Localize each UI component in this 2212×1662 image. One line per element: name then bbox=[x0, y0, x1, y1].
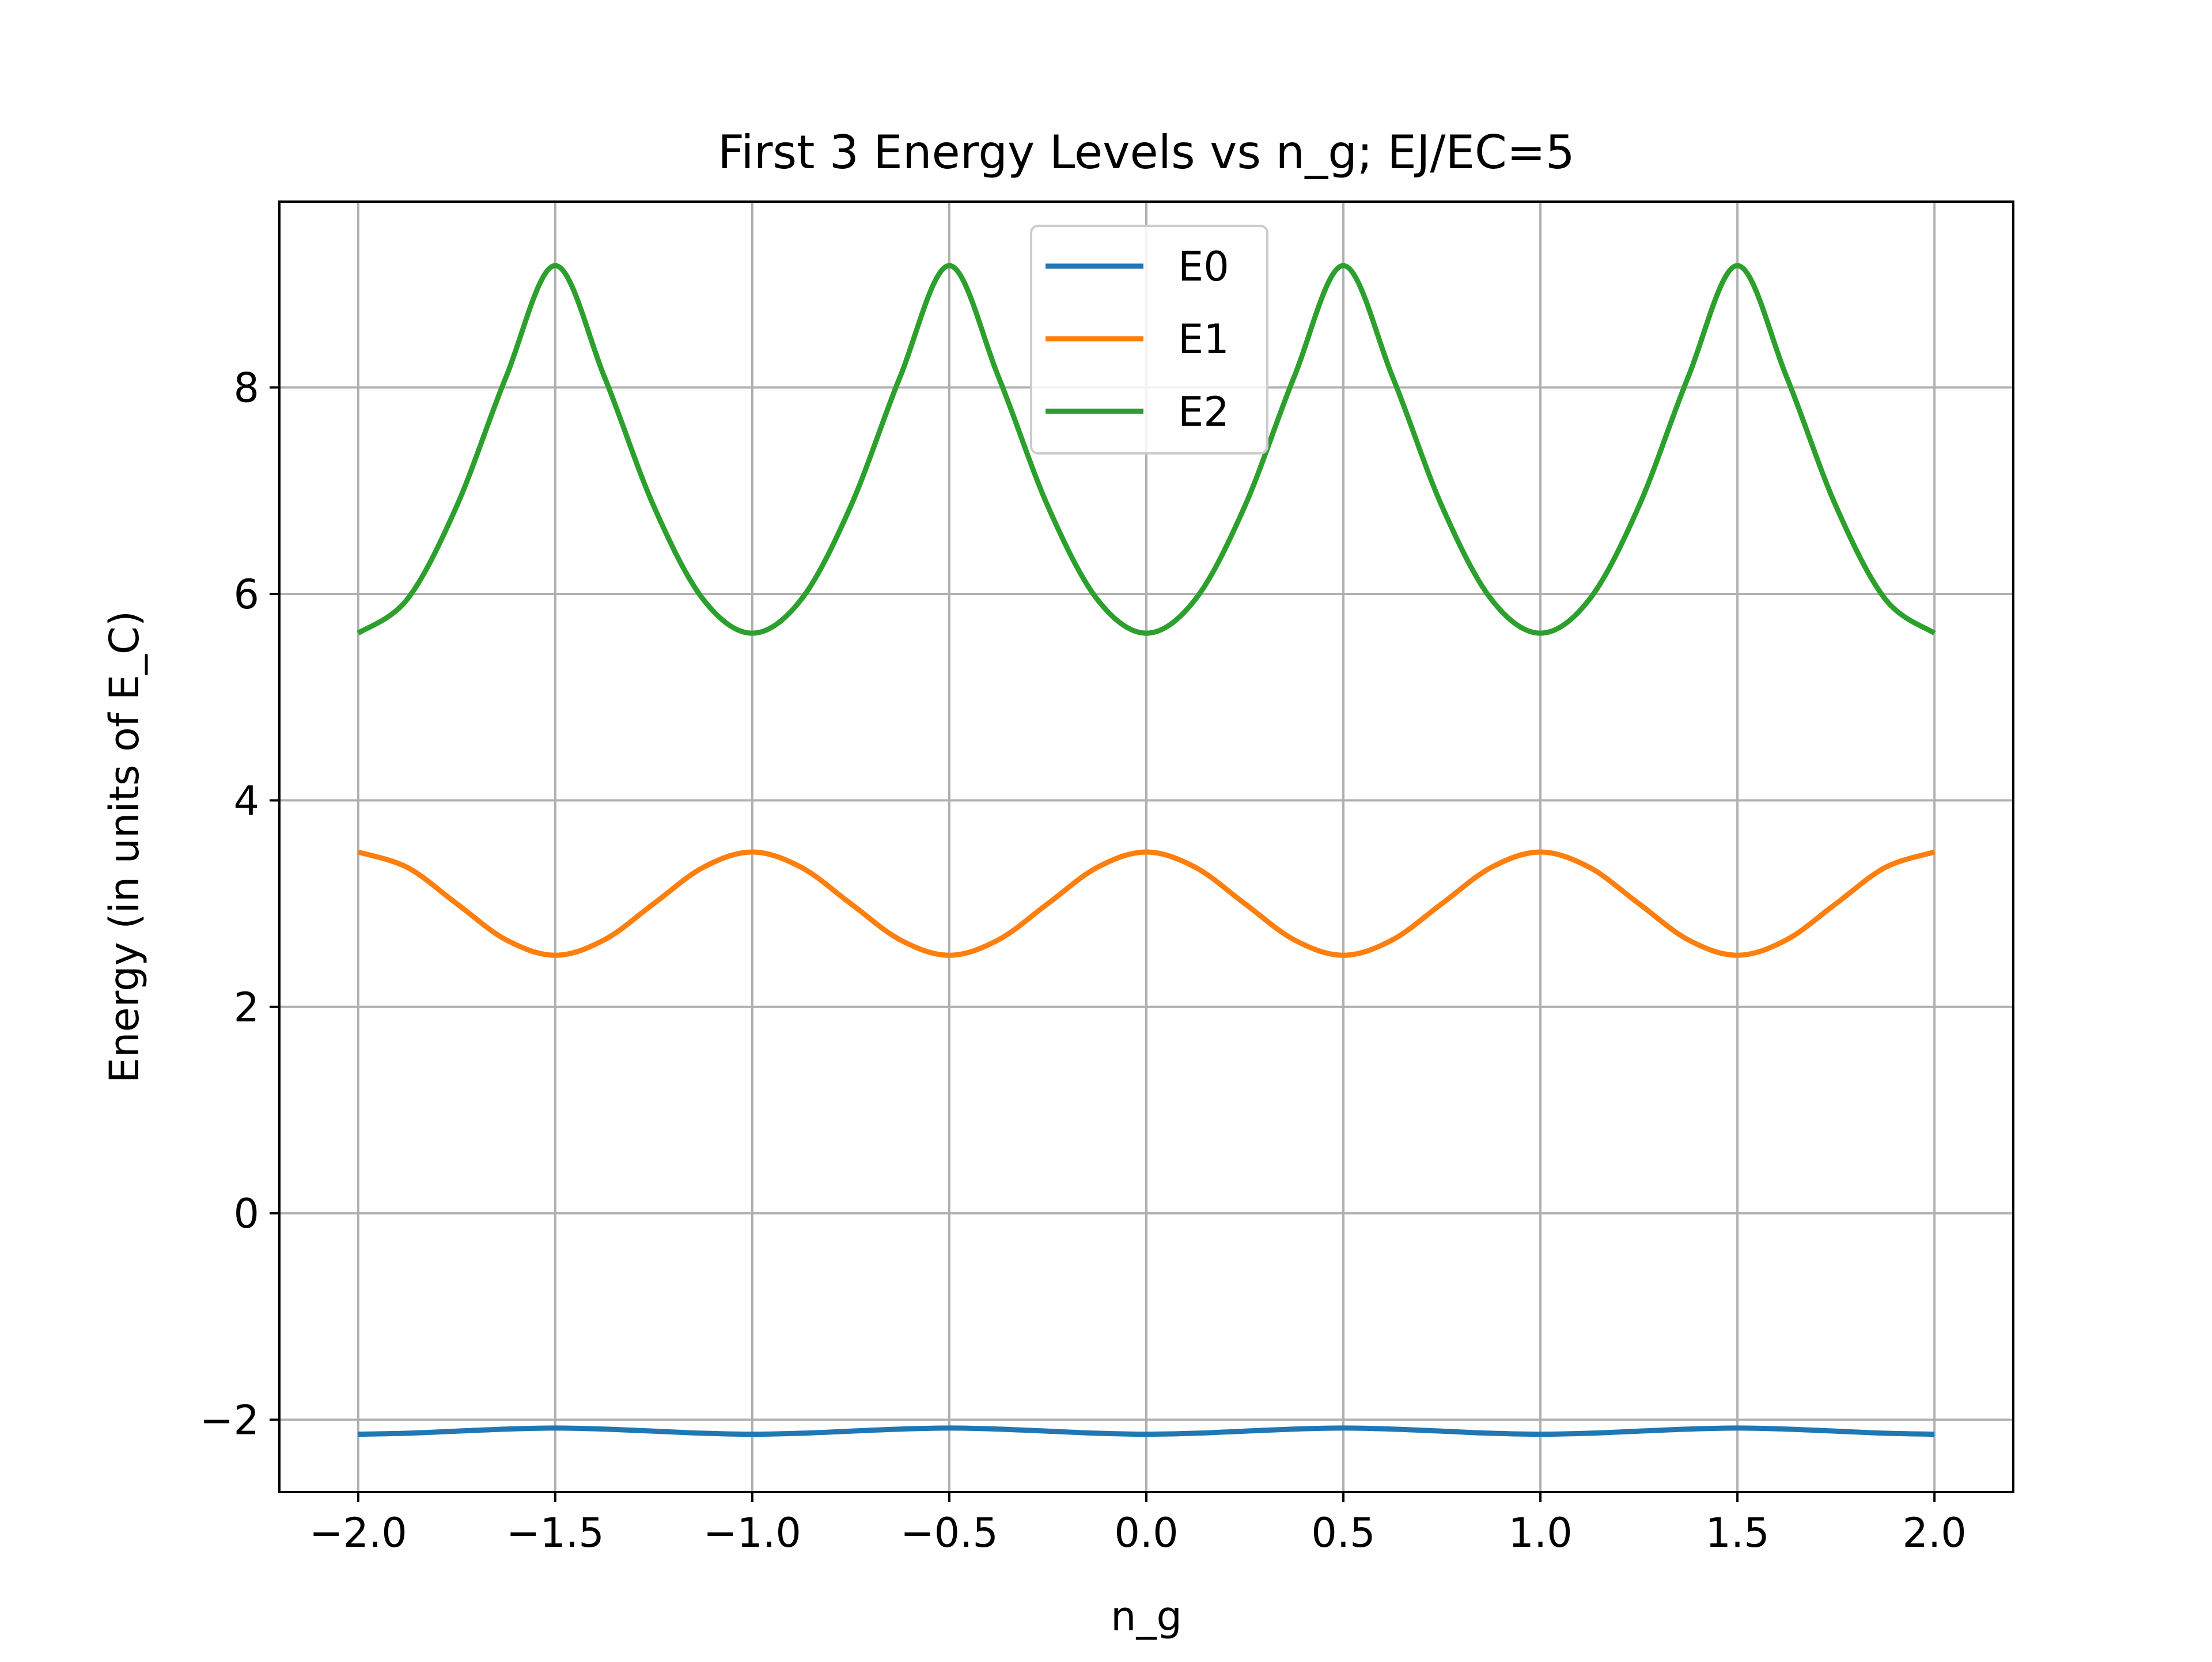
legend-label: E1 bbox=[1178, 316, 1229, 363]
y-tick-label: 4 bbox=[233, 777, 259, 824]
y-tick-label: 0 bbox=[233, 1190, 259, 1237]
chart-title: First 3 Energy Levels vs n_g; EJ/EC=5 bbox=[718, 126, 1575, 179]
x-tick-label: 0.5 bbox=[1311, 1509, 1375, 1557]
y-tick-label: 2 bbox=[233, 984, 259, 1031]
legend-label: E2 bbox=[1178, 388, 1229, 436]
x-tick-label: 1.0 bbox=[1508, 1509, 1572, 1557]
y-tick-label: −2 bbox=[200, 1397, 259, 1444]
series-line-e2 bbox=[357, 263, 1936, 636]
ticks: −2.0 −1.5 −1.0 −0.5 0.0 0.5 1.0 1.5 2.0 −2 0 2 4 6 8 bbox=[200, 365, 1967, 1557]
x-tick-label: 2.0 bbox=[1903, 1509, 1967, 1557]
y-tick-label: 8 bbox=[233, 365, 259, 412]
series-lines bbox=[357, 263, 1936, 1437]
legend: E0 E1 E2 bbox=[1030, 225, 1268, 455]
x-tick-label: −1.0 bbox=[703, 1509, 801, 1557]
legend-label: E0 bbox=[1178, 243, 1229, 290]
x-tick-label: −1.5 bbox=[506, 1509, 604, 1557]
y-tick-label: 6 bbox=[233, 571, 259, 618]
x-axis-label: n_g bbox=[1111, 1593, 1182, 1640]
x-tick-label: −2.0 bbox=[309, 1509, 407, 1557]
x-tick-label: 0.0 bbox=[1114, 1509, 1178, 1557]
legend-box bbox=[1030, 225, 1268, 455]
x-tick-label: −0.5 bbox=[900, 1509, 998, 1557]
series-line-e0 bbox=[358, 1425, 1935, 1437]
y-axis-label: Energy (in units of E_C) bbox=[101, 611, 148, 1083]
series-line-e1 bbox=[357, 849, 1936, 958]
x-tick-label: 1.5 bbox=[1705, 1509, 1769, 1557]
